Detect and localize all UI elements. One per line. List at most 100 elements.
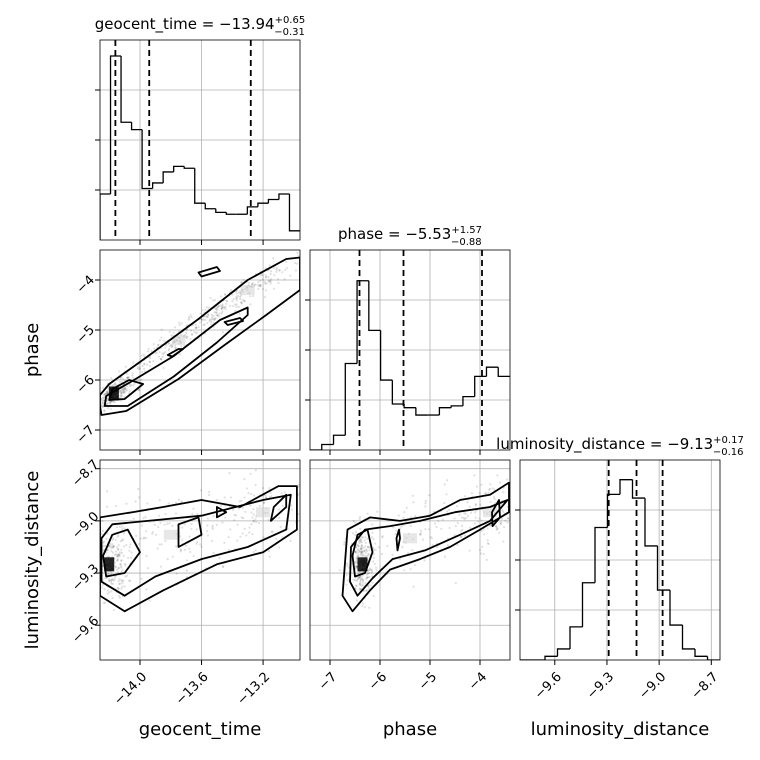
sample-point [400, 525, 403, 528]
sample-point [123, 386, 126, 389]
sample-point [119, 377, 122, 380]
pair-panel-phase-luminosity_distance [309, 459, 511, 661]
sample-point [285, 260, 288, 263]
sample-point [446, 479, 449, 482]
sample-point [358, 587, 362, 590]
sample-point [110, 545, 113, 548]
sample-point [110, 582, 113, 585]
sample-point [250, 492, 253, 496]
hist-bin [391, 380, 405, 405]
sample-point [411, 494, 414, 497]
sample-point [366, 537, 369, 540]
hist-bin [485, 366, 499, 377]
sample-point [189, 314, 192, 317]
sample-point [500, 517, 504, 520]
sample-point [270, 494, 273, 498]
sample-point [102, 548, 105, 552]
sample-point [207, 306, 211, 309]
sample-point [381, 536, 384, 539]
hist-bin [379, 330, 393, 381]
sample-point [243, 299, 246, 303]
sample-point [181, 538, 184, 541]
sample-point [128, 545, 131, 549]
y-tick-label: −6 [74, 373, 98, 397]
sample-point [249, 295, 252, 298]
sample-point [158, 543, 161, 546]
sample-point [156, 344, 160, 347]
sample-point [250, 511, 253, 514]
sample-point [264, 274, 267, 277]
sample-point [122, 388, 125, 391]
sample-point [164, 346, 167, 349]
sample-point [447, 508, 451, 511]
sample-point [236, 523, 239, 526]
sample-point [473, 474, 476, 477]
sample-point [484, 492, 488, 495]
sample-point [116, 586, 120, 590]
pair-content [100, 250, 300, 450]
sample-point [259, 283, 262, 287]
sample-point [101, 530, 105, 533]
sample-point [115, 568, 119, 571]
sample-point [368, 572, 371, 575]
sample-point [427, 528, 431, 531]
x-tick-label: −14.0 [111, 670, 150, 709]
hist-bin [706, 656, 720, 660]
sample-point [352, 578, 355, 581]
sample-point [157, 343, 160, 346]
sample-point [173, 344, 177, 347]
sample-point [148, 360, 152, 364]
sample-point [365, 548, 368, 551]
sample-point [199, 321, 202, 324]
sample-point [161, 352, 164, 355]
hist-panel-geocent_time: geocent_time = −13.94+0.65 −0.31 [95, 15, 305, 241]
sample-point [136, 367, 140, 370]
sample-point [122, 554, 125, 557]
sample-point [110, 400, 113, 403]
sample-point [487, 542, 490, 546]
sample-point [276, 278, 280, 281]
sample-point [243, 496, 246, 499]
sample-point [160, 336, 163, 339]
contour-line [341, 481, 510, 613]
sample-point [412, 501, 415, 504]
sample-point [135, 379, 139, 382]
sample-point [132, 384, 135, 387]
density-cell [108, 386, 119, 401]
sample-point [433, 510, 436, 513]
sample-point [115, 559, 119, 562]
sample-point [148, 360, 151, 363]
sample-point [355, 561, 358, 564]
sample-point [152, 359, 155, 363]
sample-point [213, 317, 216, 320]
sample-point [489, 524, 492, 527]
sample-point [152, 343, 155, 346]
sample-point [252, 513, 255, 516]
x-tick-label: −8.7 [689, 670, 722, 703]
sample-point [204, 308, 207, 311]
sample-point [361, 552, 364, 555]
sample-point [250, 558, 253, 561]
sample-point [441, 518, 444, 521]
sample-point [127, 579, 131, 582]
sample-point [160, 328, 163, 331]
sample-point [358, 539, 361, 542]
sample-point [496, 528, 499, 531]
sample-point [206, 517, 209, 520]
sample-point [102, 544, 105, 547]
sample-point [473, 511, 477, 514]
sample-point [103, 410, 106, 413]
sample-point [208, 320, 211, 323]
sample-point [137, 388, 141, 391]
sample-point [102, 396, 105, 399]
sample-point [111, 577, 114, 581]
sample-point [248, 526, 251, 529]
sample-point [190, 315, 193, 319]
sample-point [261, 486, 265, 490]
hist-bin [278, 193, 290, 200]
sample-point [365, 573, 368, 576]
sample-point [110, 578, 114, 582]
sample-point [105, 551, 108, 554]
hist-bin [544, 655, 558, 660]
sample-point [138, 367, 141, 370]
